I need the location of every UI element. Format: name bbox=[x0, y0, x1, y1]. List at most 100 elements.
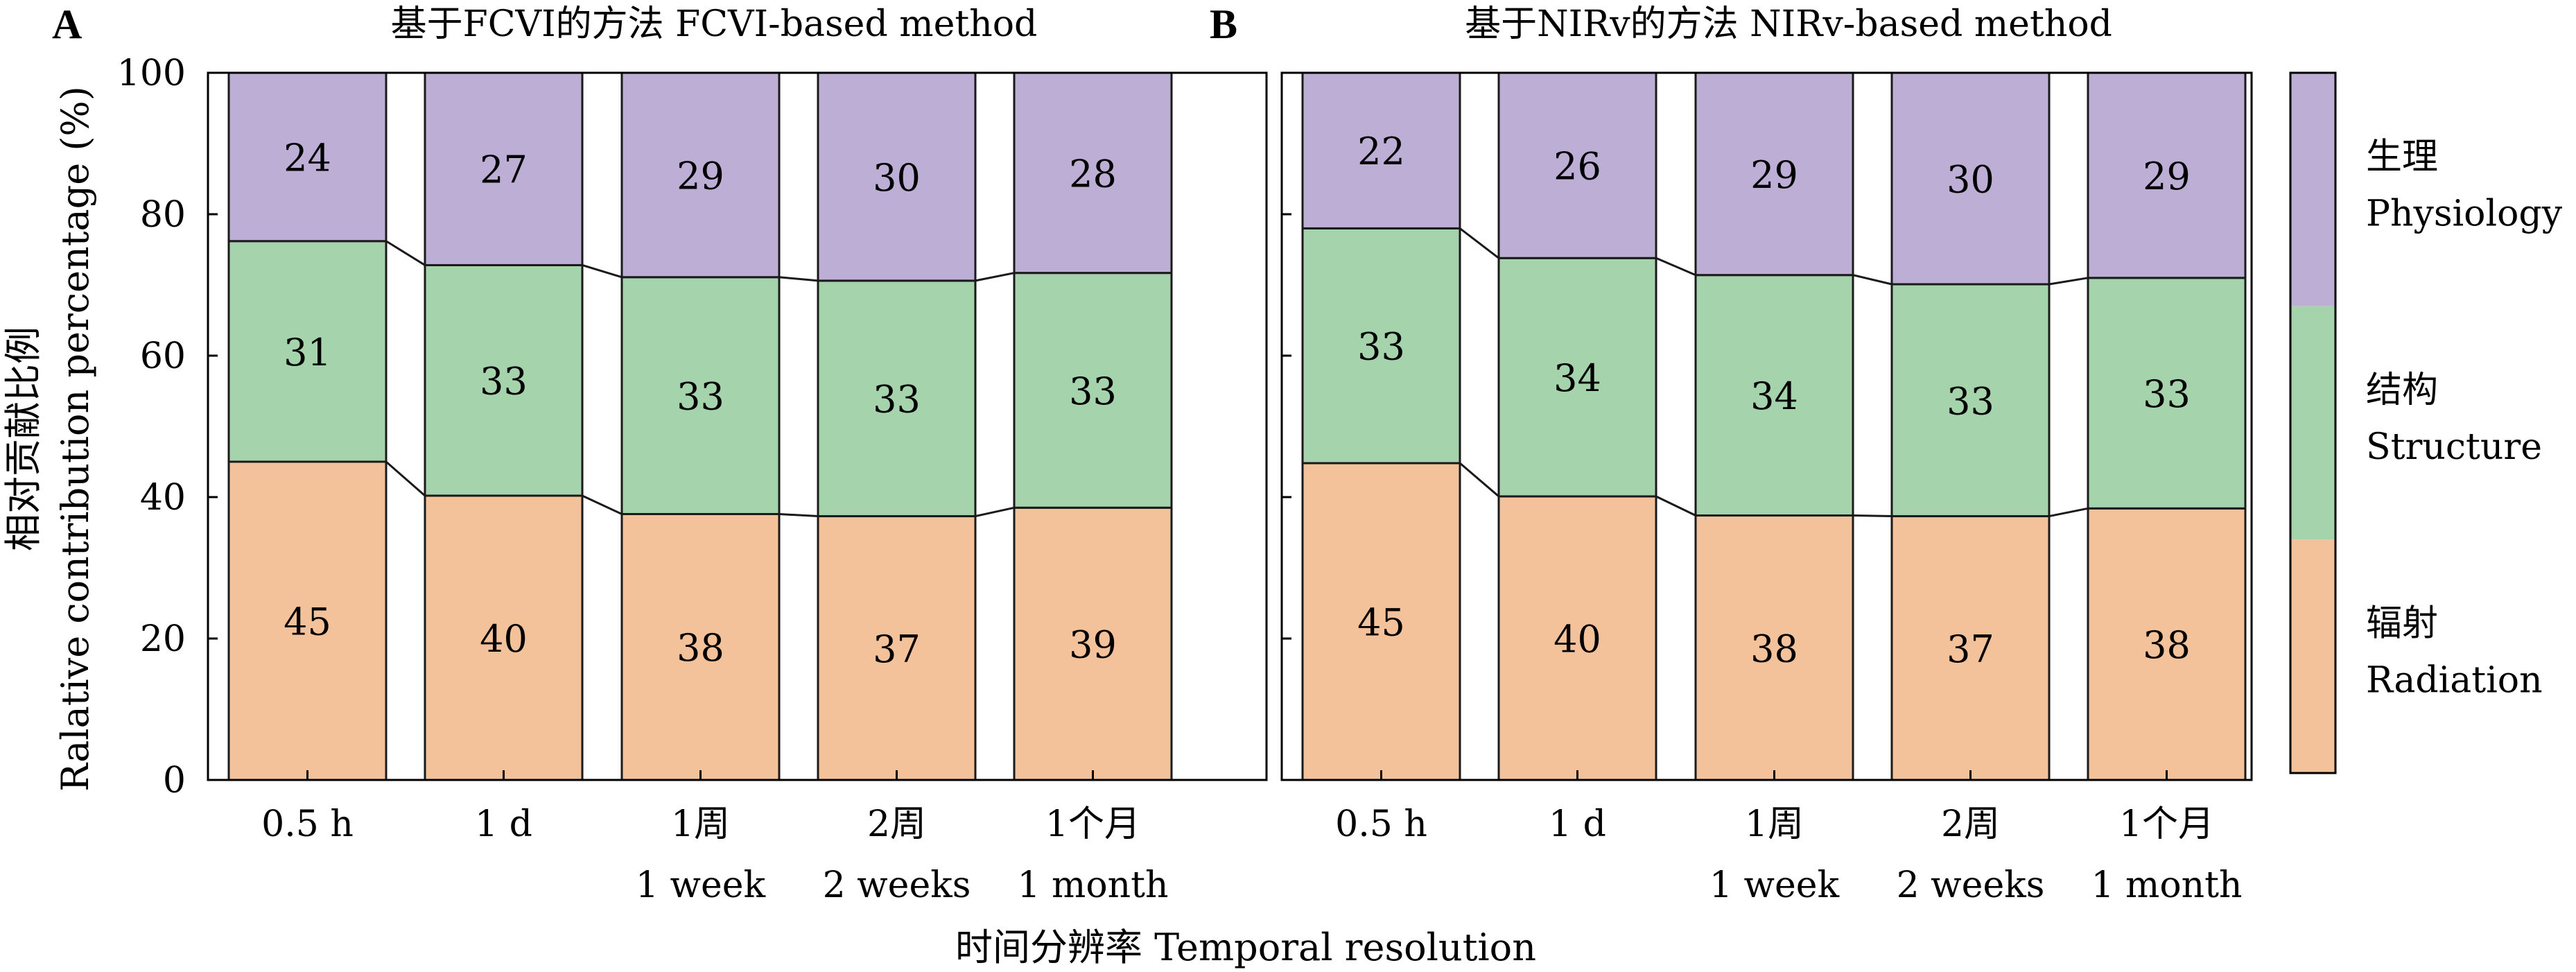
x-tick-label: 1 month bbox=[2091, 865, 2242, 906]
data-label: 33 bbox=[480, 360, 528, 403]
bar-segment-physiology bbox=[424, 71, 584, 266]
x-tick-label: 0.5 h bbox=[261, 804, 354, 845]
x-tick-label: 1个月 bbox=[1045, 804, 1140, 845]
data-label: 33 bbox=[873, 378, 921, 422]
bar-segment-radiation bbox=[2087, 507, 2247, 781]
legend: 生理 Physiology 结构 Structure 辐射 Radiation bbox=[2289, 71, 2563, 774]
connector-line bbox=[778, 512, 819, 518]
bar-segment-structure bbox=[424, 263, 584, 497]
bars: 45 31 24 40 33 27 38 33 29 37 33 30 39 33 28 bbox=[227, 71, 1173, 781]
data-label: 33 bbox=[1357, 325, 1405, 369]
data-label: 33 bbox=[677, 375, 724, 419]
x-tick-label: 1 d bbox=[1549, 804, 1606, 845]
bar-segment-structure bbox=[1301, 227, 1461, 465]
legend-label-en: Structure bbox=[2366, 426, 2542, 468]
connector-line bbox=[975, 506, 1015, 518]
connector-line bbox=[582, 264, 623, 279]
x-ticks: 0.5 h 1 d 1周 1 week 2周 2 weeks 1个月 1 month bbox=[261, 770, 1169, 906]
panel-letter: B bbox=[1210, 1, 1237, 47]
y-ticks: 0 20 40 60 80 100 bbox=[117, 53, 218, 801]
y-tick-label: 0 bbox=[163, 760, 186, 801]
data-label: 33 bbox=[2143, 372, 2191, 416]
chart-panels: A 基于FCVI的方法 FCVI-based method 45 31 24 40 33 27… bbox=[52, 1, 2253, 906]
data-label: 45 bbox=[284, 600, 331, 644]
x-tick-label: 2周 bbox=[1941, 804, 2000, 845]
data-label: 37 bbox=[873, 627, 921, 671]
connector-line bbox=[1459, 462, 1499, 498]
x-tick-label: 1 month bbox=[1017, 865, 1168, 906]
x-tick-label: 2 weeks bbox=[1897, 865, 2045, 906]
bar-segment-physiology bbox=[620, 71, 781, 279]
y-tick-label: 40 bbox=[140, 477, 186, 519]
x-tick-label: 2 weeks bbox=[823, 865, 971, 906]
bar-segment-radiation bbox=[424, 494, 584, 781]
bar-segment-structure bbox=[620, 276, 781, 515]
data-label: 29 bbox=[677, 154, 724, 198]
data-label: 34 bbox=[1554, 356, 1601, 400]
bar-segment-physiology bbox=[2087, 71, 2247, 279]
y-tick-label: 80 bbox=[140, 194, 186, 236]
data-label: 40 bbox=[480, 617, 528, 661]
legend-label-en: Physiology bbox=[2366, 193, 2563, 234]
x-tick-label: 1 week bbox=[1709, 865, 1840, 906]
data-label: 28 bbox=[1069, 152, 1117, 196]
bar-segment-physiology bbox=[1301, 71, 1461, 229]
bar-segment-structure bbox=[227, 240, 388, 463]
bar-segment-radiation bbox=[1013, 506, 1173, 781]
connector-line bbox=[778, 276, 819, 282]
data-label: 31 bbox=[284, 331, 331, 374]
data-label: 33 bbox=[1947, 379, 1994, 423]
data-label: 45 bbox=[1357, 601, 1405, 645]
panel-letter: A bbox=[52, 1, 82, 47]
bar-segment-radiation bbox=[1497, 495, 1657, 781]
connector-lines bbox=[1459, 227, 2089, 518]
data-label: 38 bbox=[2143, 623, 2191, 667]
connector-line bbox=[1852, 514, 1892, 518]
data-label: 37 bbox=[1947, 627, 1994, 671]
data-label: 34 bbox=[1750, 374, 1798, 418]
bar-segment-radiation bbox=[227, 460, 388, 781]
x-tick-label: 1 week bbox=[636, 865, 766, 906]
bar-segment-physiology bbox=[1694, 71, 1854, 277]
connector-line bbox=[385, 240, 426, 266]
panel-title: 基于NIRv的方法 NIRv-based method bbox=[1465, 3, 2112, 45]
panel-title: 基于FCVI的方法 FCVI-based method bbox=[391, 3, 1038, 45]
axes-frame bbox=[1280, 71, 2253, 781]
data-label: 22 bbox=[1357, 130, 1405, 173]
legend-frame bbox=[2289, 71, 2337, 774]
x-axis-title: 时间分辨率 Temporal resolution bbox=[955, 926, 1536, 969]
connector-line bbox=[385, 460, 426, 497]
connector-line bbox=[2048, 277, 2089, 286]
connector-line bbox=[1459, 227, 1499, 259]
x-tick-label: 1个月 bbox=[2119, 804, 2214, 845]
bar-segment-radiation bbox=[817, 515, 977, 781]
y-tick-label: 20 bbox=[140, 618, 186, 660]
bar-segment-radiation bbox=[1890, 515, 2051, 781]
bars: 45 33 22 40 34 26 38 34 29 37 33 30 38 33 29 bbox=[1301, 71, 2247, 781]
connector-line bbox=[582, 494, 623, 515]
data-label: 38 bbox=[677, 626, 724, 670]
bar-segment-structure bbox=[2087, 277, 2247, 510]
data-label: 30 bbox=[873, 156, 921, 200]
data-label: 38 bbox=[1750, 627, 1798, 670]
data-label: 26 bbox=[1554, 145, 1601, 189]
data-label: 30 bbox=[1947, 157, 1994, 201]
data-label: 29 bbox=[1750, 153, 1798, 197]
data-label: 39 bbox=[1069, 623, 1117, 667]
connector-line bbox=[975, 272, 1015, 282]
y-ticks bbox=[1282, 71, 1291, 781]
bar-segment-radiation bbox=[1694, 514, 1854, 781]
panel-b: B 基于NIRv的方法 NIRv-based method 45 33 22 40 34 26… bbox=[1210, 1, 2253, 906]
data-label: 40 bbox=[1554, 617, 1601, 661]
bar-segment-physiology bbox=[817, 71, 977, 282]
legend-label-en: Radiation bbox=[2366, 660, 2543, 702]
x-tick-label: 2周 bbox=[867, 804, 926, 845]
data-label: 33 bbox=[1069, 370, 1117, 413]
connector-lines bbox=[385, 240, 1015, 518]
y-axis-title-zh: 相对贡献比例 bbox=[1, 327, 45, 551]
axes-frame bbox=[207, 71, 1268, 781]
connector-line bbox=[2048, 507, 2089, 518]
legend-label-zh: 结构 bbox=[2366, 370, 2438, 411]
bar-segment-structure bbox=[1497, 257, 1657, 498]
